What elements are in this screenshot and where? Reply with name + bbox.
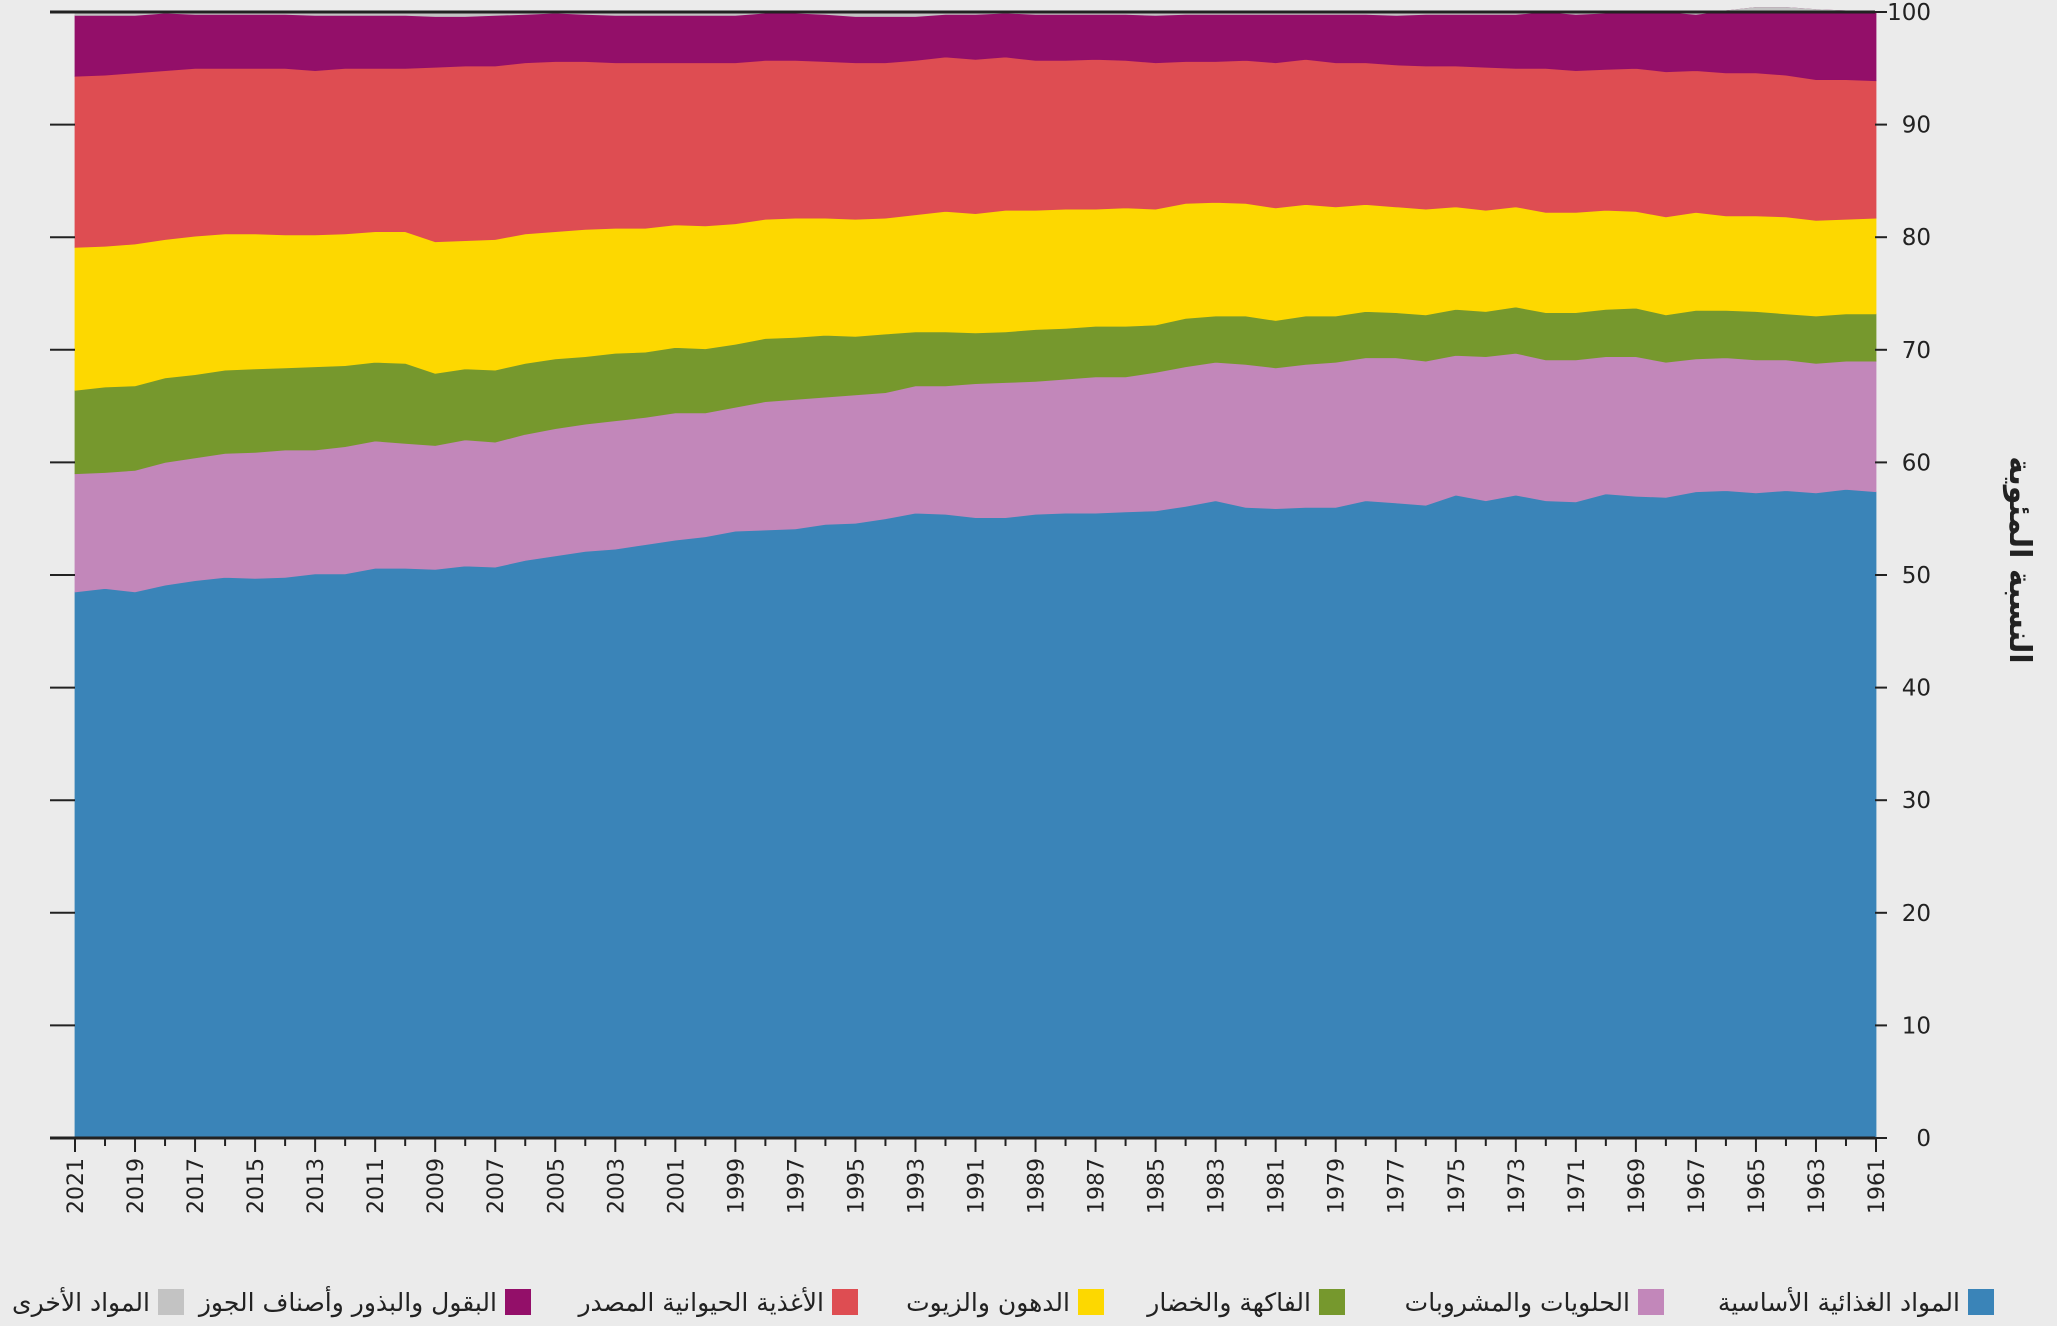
y-tick-label: 100 (1887, 0, 1931, 26)
x-tick-label: 1961 (1865, 1158, 1890, 1214)
legend-swatch-7 (158, 1289, 184, 1315)
x-tick-label: 2015 (244, 1158, 269, 1214)
x-tick-label: 2003 (604, 1158, 629, 1214)
area-series-1 (74, 488, 1877, 1139)
y-tick-label: 40 (1902, 676, 1931, 702)
y-axis-label: النسبة المئوية (2002, 456, 2037, 663)
x-tick-label: 1963 (1805, 1158, 1830, 1214)
legend-swatch-5 (832, 1289, 858, 1315)
legend-label-1: المواد الغذائية الأساسية (1718, 1286, 1960, 1317)
legend-label-4: الدهون والزيوت (906, 1288, 1070, 1318)
x-tick-label: 1993 (904, 1158, 929, 1214)
x-tick-label: 1979 (1325, 1158, 1350, 1214)
legend-swatch-4 (1078, 1289, 1104, 1315)
y-tick-label: 0 (1916, 1126, 1931, 1152)
legend-label-6: البقول والبذور وأصناف الجوز (197, 1285, 497, 1318)
x-tick-label: 1991 (965, 1158, 990, 1214)
legend-label-2: الحلويات والمشروبات (1405, 1288, 1630, 1318)
x-tick-label: 2007 (484, 1158, 509, 1214)
x-tick-label: 1995 (844, 1158, 869, 1214)
x-tick-label: 1967 (1685, 1158, 1710, 1214)
x-tick-label: 1987 (1085, 1158, 1110, 1214)
y-tick-label: 90 (1902, 113, 1931, 139)
y-tick-label: 60 (1902, 450, 1931, 476)
x-tick-label: 1965 (1745, 1158, 1770, 1214)
legend: المواد الغذائية الأساسية الحلويات والمشرو… (12, 1285, 1994, 1318)
area-series-group (74, 7, 1877, 1139)
y-tick-label: 80 (1902, 225, 1931, 251)
x-tick-label: 1999 (724, 1158, 749, 1214)
y-tick-label: 50 (1902, 563, 1931, 589)
x-tick-label: 2013 (304, 1158, 329, 1214)
x-tick-label: 1971 (1565, 1158, 1590, 1214)
x-tick-label: 1985 (1145, 1158, 1170, 1214)
x-tick-label: 2005 (544, 1158, 569, 1214)
x-tick-label: 1981 (1265, 1158, 1290, 1214)
legend-swatch-1 (1968, 1289, 1994, 1315)
x-tick-label: 2011 (364, 1158, 389, 1214)
x-tick-label: 1983 (1205, 1158, 1230, 1214)
y-tick-label: 70 (1902, 338, 1931, 364)
x-tick-label: 2001 (664, 1158, 689, 1214)
y-tick-label: 30 (1902, 788, 1931, 814)
x-tick-label: 1975 (1445, 1158, 1470, 1214)
x-tick-label: 2017 (184, 1158, 209, 1214)
legend-swatch-3 (1319, 1289, 1345, 1315)
x-tick-label: 1969 (1625, 1158, 1650, 1214)
y-tick-label: 10 (1902, 1013, 1931, 1039)
legend-swatch-6 (505, 1289, 531, 1315)
x-tick-label: 2021 (64, 1158, 89, 1214)
x-tick-label: 1973 (1505, 1158, 1530, 1214)
x-tick-label: 2009 (424, 1158, 449, 1214)
legend-label-7: المواد الأخرى (12, 1286, 150, 1317)
x-tick-label: 2019 (124, 1158, 149, 1214)
x-tick-label: 1989 (1025, 1158, 1050, 1214)
x-tick-label: 1977 (1385, 1158, 1410, 1214)
axes-group: 0 10 20 30 40 50 60 70 80 90 100 2021 2019 2017 2015 20… (50, 0, 2037, 1214)
y-tick-label: 20 (1902, 901, 1931, 927)
legend-label-3: الفاكهة والخضار (1145, 1288, 1311, 1318)
legend-swatch-2 (1638, 1289, 1664, 1315)
legend-label-5: الأغذية الحيوانية المصدر (576, 1286, 824, 1317)
x-tick-label: 1997 (784, 1158, 809, 1214)
